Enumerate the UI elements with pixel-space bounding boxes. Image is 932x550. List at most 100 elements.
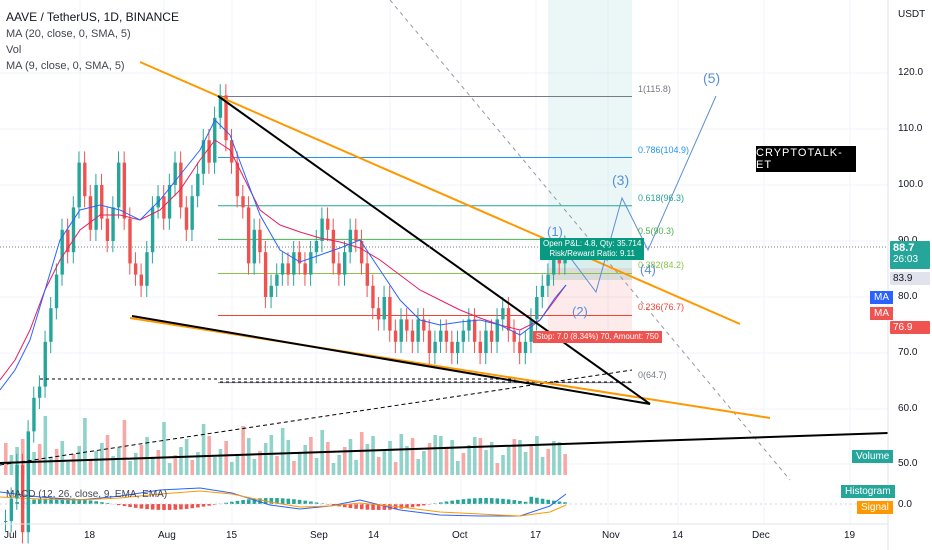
volume-bar — [331, 463, 336, 475]
macd-bar — [489, 498, 494, 504]
candle-body — [535, 297, 539, 320]
volume-bar — [456, 461, 460, 475]
macd-bar — [484, 498, 488, 504]
indicator-ma20[interactable]: MA (20, close, 0, SMA, 5) — [6, 28, 131, 40]
macd-bar — [100, 502, 104, 504]
candle-body — [388, 297, 392, 331]
macd-bar — [472, 498, 477, 504]
macd-bar — [37, 498, 42, 504]
fib-label-5: 0.236(76.7) — [638, 302, 685, 313]
volume-bar — [529, 444, 534, 475]
volume-bar — [439, 436, 443, 475]
wave-label-2: (2) — [572, 304, 588, 319]
macd-bar — [552, 500, 556, 504]
candle-body — [343, 252, 347, 275]
volume-bar — [535, 436, 539, 475]
candle-body — [100, 185, 104, 219]
volume-bar — [201, 424, 206, 475]
volume-bar — [173, 455, 178, 475]
macd-bar — [43, 498, 48, 504]
candle-body — [230, 140, 234, 163]
macd-bar — [184, 504, 189, 509]
candle-body — [297, 252, 302, 264]
time-tick: Aug — [158, 530, 176, 541]
wave-label-5: (5) — [703, 70, 721, 86]
indicator-vol[interactable]: Vol — [6, 44, 22, 56]
target-zone — [548, 0, 632, 258]
candle-body — [83, 162, 87, 197]
volume-bar — [224, 441, 228, 475]
position-stop-label[interactable]: Stop: 7.0 (8.34%) 70, Amount: 750 — [533, 331, 662, 343]
candle-body — [405, 319, 409, 331]
volume-bar — [292, 461, 296, 475]
candle-body — [150, 207, 155, 253]
macd-bar — [410, 504, 415, 508]
macd-bar — [422, 504, 426, 506]
volume-bar — [501, 455, 505, 475]
candle-body — [354, 229, 358, 241]
candle-body — [314, 241, 319, 253]
volume-bar — [484, 450, 488, 475]
wedge-upper — [139, 61, 741, 325]
macd-bar — [71, 498, 76, 504]
candle-body — [224, 95, 228, 141]
macd-bar — [105, 503, 110, 504]
candle-body — [26, 431, 30, 533]
signal-line — [0, 490, 567, 517]
macd-bar — [150, 504, 155, 510]
volume-bar — [371, 436, 375, 475]
macd-bar — [60, 498, 65, 504]
macd-bar — [388, 504, 392, 510]
time-tick: Nov — [602, 530, 620, 541]
macd-bar — [303, 500, 308, 504]
candle-body — [472, 319, 477, 342]
macd-bar — [297, 499, 302, 504]
macd-bar — [201, 504, 206, 507]
volume-bar — [326, 442, 330, 475]
candle-body — [128, 218, 132, 264]
candle-body — [546, 274, 550, 286]
macd-bar — [314, 502, 319, 504]
candle-body — [371, 285, 375, 309]
macd-bar — [376, 504, 381, 510]
volume-bar — [557, 442, 562, 475]
volume-bar — [489, 442, 494, 475]
fib-label-2: 0.618(96.3) — [638, 192, 685, 203]
volume-bar — [128, 461, 132, 475]
candle-body — [337, 263, 341, 275]
macd-bar — [456, 499, 460, 504]
time-tick: Jul — [4, 530, 17, 541]
volume-bars — [4, 416, 567, 475]
macd-bar — [258, 498, 262, 504]
candle-body — [111, 207, 115, 241]
macd-bar — [371, 504, 375, 510]
time-tick: 19 — [844, 530, 856, 541]
volume-bar — [263, 443, 268, 475]
candle-body — [235, 162, 240, 197]
volume-bar — [235, 454, 240, 475]
macd-bar — [354, 504, 358, 509]
wedge-lower — [129, 317, 771, 419]
macd-label: MACD (12, 26, close, 9, EMA, EMA) — [6, 489, 168, 500]
position-profit-label[interactable]: Open P&L: 4.8, Qty: 35.714 Risk/Reward R… — [540, 238, 645, 260]
candle-body — [241, 196, 245, 208]
wave-label-1: (1) — [547, 224, 563, 239]
macd-bar — [450, 500, 454, 504]
fib-label-1: 0.786(104.9) — [638, 144, 690, 155]
volume-bar — [427, 443, 432, 475]
macd-bar — [235, 500, 240, 504]
candle-body — [489, 330, 494, 342]
candle-body — [94, 185, 98, 230]
candle-body — [66, 229, 70, 253]
candle-body — [145, 252, 149, 286]
axis-unit: USDT — [898, 9, 926, 20]
volume-bar — [297, 453, 302, 475]
volume-bar — [167, 463, 172, 475]
candle-body — [20, 465, 25, 533]
macd-bar — [213, 504, 217, 505]
candle-body — [552, 252, 556, 275]
indicator-ma9[interactable]: MA (9, close, 0, SMA, 5) — [6, 60, 125, 72]
volume-bar — [94, 451, 98, 475]
macd-bar — [190, 504, 195, 509]
